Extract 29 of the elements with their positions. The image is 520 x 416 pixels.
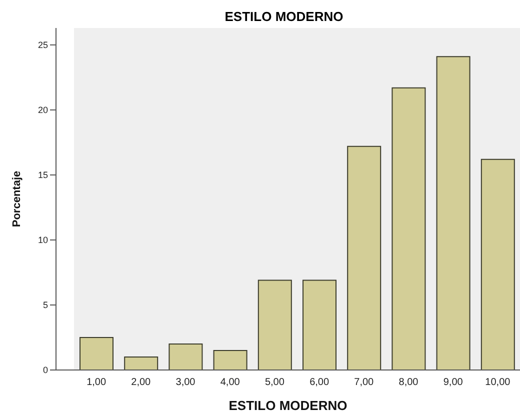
x-tick-label: 2,00 — [131, 377, 152, 388]
x-tick-label: 4,00 — [220, 377, 240, 388]
bar — [436, 56, 470, 370]
bar — [124, 356, 158, 370]
x-axis-title: ESTILO MODERNO — [228, 398, 348, 413]
chart-title: ESTILO MODERNO — [224, 8, 344, 26]
y-tick-label: 0 — [42, 365, 48, 376]
x-tick-label: 10,00 — [485, 377, 511, 388]
x-tick-label: 1,00 — [86, 377, 106, 388]
y-tick-label: 15 — [38, 170, 48, 180]
x-tick-label: 3,00 — [176, 377, 196, 388]
bar — [168, 343, 203, 370]
bar — [347, 146, 382, 370]
bar — [80, 336, 114, 370]
bar — [258, 280, 292, 370]
y-axis-title: Porcentaje — [10, 170, 23, 228]
y-tick-label: 10 — [38, 235, 48, 246]
bar — [302, 280, 336, 370]
x-tick-label: 7,00 — [354, 377, 374, 388]
y-tick-label: 25 — [38, 40, 48, 50]
y-tick-label: 5 — [42, 300, 48, 310]
bar — [213, 350, 248, 370]
x-tick-label: 6,00 — [310, 377, 330, 388]
bar — [392, 87, 426, 370]
x-tick-label: 9,00 — [443, 377, 464, 388]
x-tick-label: 5,00 — [264, 377, 285, 388]
y-tick-label: 20 — [38, 105, 48, 116]
x-tick-label: 8,00 — [398, 377, 419, 388]
bar — [480, 158, 515, 370]
